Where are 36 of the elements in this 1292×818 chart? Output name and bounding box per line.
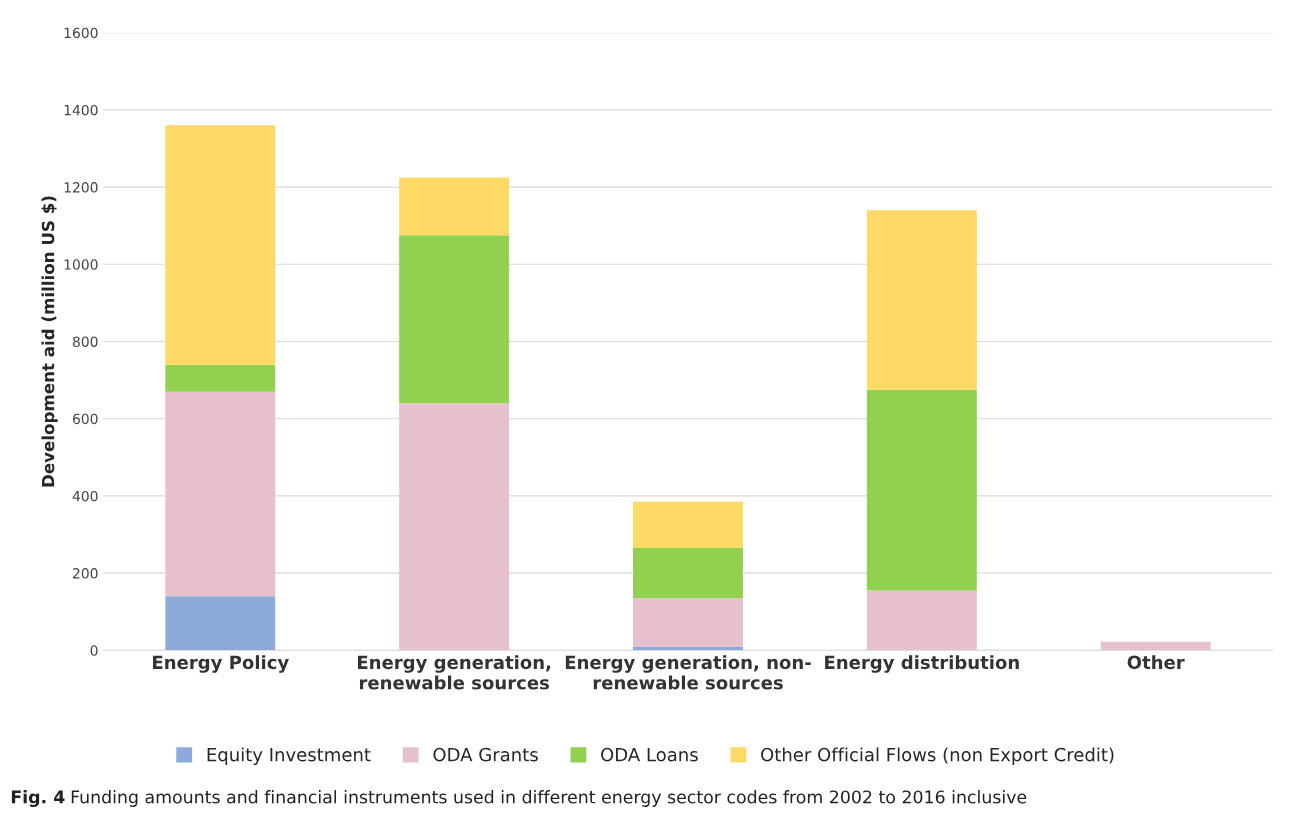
legend-label: Equity Investment [207, 747, 371, 765]
bar [399, 235, 510, 404]
y-tick-label: 1400 [64, 104, 98, 116]
bar [399, 403, 510, 651]
y-tick-label: 400 [72, 490, 98, 502]
x-tick-label: Energy generation, renewable sources [357, 655, 551, 690]
bar [165, 125, 276, 365]
y-tick-label: 800 [72, 336, 98, 347]
bar [866, 590, 977, 651]
bar [633, 598, 743, 647]
bar [866, 210, 977, 390]
y-tick-label: 1000 [64, 259, 98, 270]
y-tick-label: 1200 [64, 182, 98, 193]
bar [866, 389, 977, 591]
bar [633, 646, 743, 651]
legend-label: Other Official Flows (non Export Credit) [761, 747, 1114, 765]
text: Funding amounts and financial instruments used in different energy sector codes from 2002 to 2016 inclusive [71, 790, 1027, 807]
bar [165, 391, 276, 597]
x-tick-label: Energy distribution [825, 655, 1019, 673]
caption: Fig. 4 [11, 790, 65, 808]
x-tick-label: Energy generation, non- renewable sources [565, 655, 811, 690]
y-axis-title: Development aid (million US $) [41, 196, 58, 487]
bar [633, 548, 743, 599]
y-tick-label: 200 [73, 568, 98, 579]
bar [165, 596, 276, 651]
bar [1100, 641, 1211, 651]
legend-label: ODA Loans [601, 747, 698, 762]
y-tick-label: 0 [90, 645, 98, 656]
legend-label: ODA Grants [433, 747, 538, 762]
x-tick-label: Other [1127, 655, 1185, 670]
bar [165, 364, 276, 392]
y-tick-label: 1600 [64, 27, 98, 39]
bar [633, 501, 743, 549]
bar [399, 177, 510, 236]
y-tick-label: 600 [72, 413, 98, 425]
x-tick-label: Energy Policy [153, 655, 289, 673]
